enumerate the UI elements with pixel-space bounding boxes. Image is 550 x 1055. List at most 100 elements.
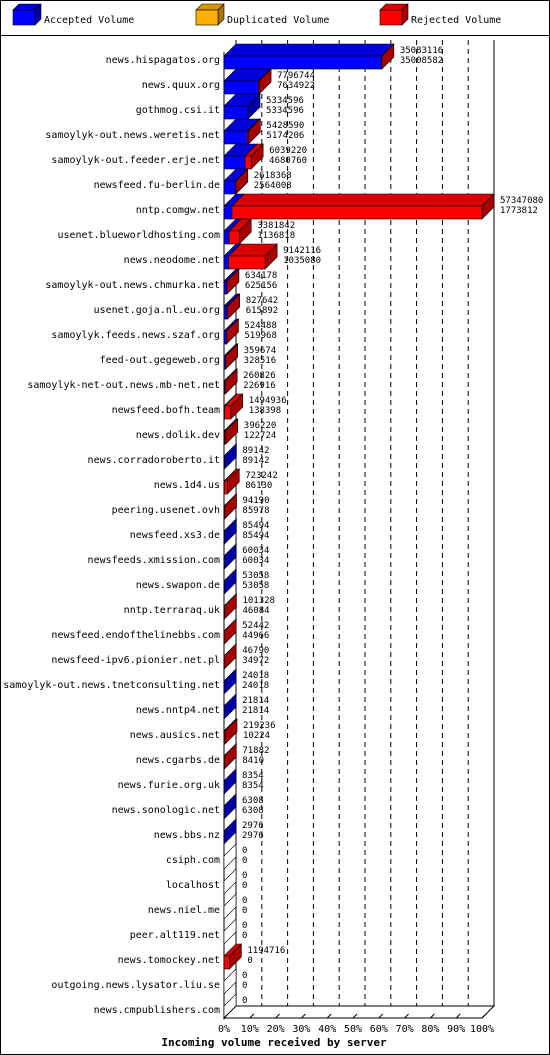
server-label: newsfeed.bofh.team: [112, 405, 220, 416]
x-tick-label-6: 60%: [370, 1024, 388, 1035]
bar-accepted-31: [223, 818, 237, 845]
server-label: news.neodome.net: [124, 255, 220, 266]
server-label: news.nntp4.net: [136, 705, 220, 716]
bar-rejected-18: [223, 493, 238, 520]
value-total: 219236: [243, 721, 276, 731]
value-accepted: 7634922: [277, 81, 315, 91]
server-label: nntp.terraraq.uk: [124, 605, 220, 616]
x-tick-label-10: 100%: [470, 1024, 494, 1035]
value-total: 46790: [242, 646, 269, 656]
bar-rejected-6: [231, 193, 495, 220]
x-tick-mark-0: [223, 1013, 229, 1019]
value-accepted: 0: [242, 931, 247, 941]
value-total: 5334596: [266, 96, 304, 106]
value-accepted: 138398: [249, 406, 282, 416]
server-label: news.ausics.net: [130, 730, 220, 741]
value-total: 89142: [242, 446, 269, 456]
value-accepted: 85494: [242, 531, 269, 541]
x-tick-label-4: 40%: [318, 1024, 336, 1035]
value-total: 723242: [245, 471, 278, 481]
server-label: news.swapon.de: [136, 580, 220, 591]
value-total: 6039220: [269, 146, 307, 156]
value-total: 101328: [242, 596, 275, 606]
server-label: news.1d4.us: [154, 480, 220, 491]
value-total: 35083116: [400, 46, 443, 56]
bar-rejected-27: [223, 718, 238, 745]
value-accepted: 5334596: [266, 106, 304, 116]
value-total: 0: [242, 896, 247, 906]
value-accepted: 615892: [246, 306, 279, 316]
value-total: 0: [242, 921, 247, 931]
server-label: news.sonologic.net: [112, 805, 220, 816]
value-total: 94190: [242, 496, 269, 506]
server-label: samoylyk-out.news.chmurka.net: [45, 280, 220, 291]
value-total: 6308: [242, 796, 264, 806]
bar-accepted-29: [223, 768, 237, 795]
bar-rejected-17: [223, 468, 240, 495]
value-total: 71882: [242, 746, 269, 756]
bar-empty-32: [223, 843, 237, 870]
value-accepted: 8354: [242, 781, 264, 791]
bar-accepted-30: [223, 793, 237, 820]
value-accepted: 2976: [242, 831, 264, 841]
bar-empty-33: [223, 868, 237, 895]
bar-rejected-24: [223, 643, 237, 670]
value-total: 53058: [242, 571, 269, 581]
x-tick-label-2: 20%: [267, 1024, 285, 1035]
value-accepted: 1773812: [500, 206, 538, 216]
value-accepted: 625156: [245, 281, 278, 291]
server-label: news.cgarbs.de: [136, 755, 220, 766]
x-tick-mark-3: [301, 1013, 306, 1019]
bar-accepted-16: [223, 443, 238, 470]
bar-rejected-8: [227, 243, 278, 270]
bar-rejected-10: [226, 293, 241, 320]
server-label: usenet.goja.nl.eu.org: [94, 305, 220, 316]
server-label: gothmog.csi.it: [136, 105, 220, 116]
x-tick-label-9: 90%: [447, 1024, 465, 1035]
x-tick-label-8: 80%: [421, 1024, 439, 1035]
x-tick-label-3: 30%: [292, 1024, 310, 1035]
server-label: newsfeeds.xmission.com: [88, 555, 220, 566]
value-total: 3381842: [257, 221, 295, 231]
bar-accepted-25: [223, 668, 237, 695]
bar-rejected-14: [223, 393, 244, 420]
bar-rejected-7: [228, 218, 252, 245]
value-accepted: 60034: [242, 556, 269, 566]
x-tick-mark-5: [352, 1013, 358, 1019]
value-total: 359674: [244, 346, 277, 356]
x-axis: 0% 10% 20% 30% 40% 50% 60% 70% 80% 90% 100%: [218, 1005, 496, 1035]
server-label: samoylyk.feeds.news.szaf.org: [51, 330, 220, 341]
bar-rejected-36: [223, 943, 243, 970]
value-total: 7796744: [277, 71, 315, 81]
value-accepted: 10224: [243, 731, 270, 741]
value-total: 57347080: [500, 196, 543, 206]
value-accepted: 86130: [245, 481, 272, 491]
legend-swatch-2: [379, 3, 409, 26]
server-label: news.dolik.dev: [136, 430, 220, 441]
value-accepted: 1136818: [257, 231, 295, 241]
value-total: 524488: [244, 321, 277, 331]
server-label: feed-out.gegeweb.org: [100, 355, 220, 366]
server-label: usenet.blueworldhosting.com: [57, 230, 220, 241]
value-accepted: 44966: [242, 631, 269, 641]
bar-rejected-28: [223, 743, 238, 770]
server-labels: news.hispagatos.org news.quux.org gothmog.…: [3, 55, 220, 1016]
value-accepted: 8410: [242, 756, 264, 766]
bar-rejected-1: [257, 68, 272, 95]
value-total: 5428590: [266, 121, 304, 131]
value-accepted: 226916: [243, 381, 276, 391]
server-label: news.cmpublishers.com: [94, 1005, 220, 1016]
server-label: nntp.comgw.net: [136, 205, 220, 216]
server-label: samoylyk-out.news.tnetconsulting.net: [3, 680, 220, 691]
value-total: 1494936: [249, 396, 287, 406]
value-total: 9142116: [283, 246, 321, 256]
bar-empty-34: [223, 893, 237, 920]
value-accepted: 46084: [242, 606, 269, 616]
value-accepted: 2564008: [254, 181, 292, 191]
value-total: 85494: [242, 521, 269, 531]
server-label: news.tomockey.net: [118, 955, 220, 966]
server-label: news.niel.me: [148, 905, 220, 916]
value-accepted: 0: [242, 981, 247, 991]
